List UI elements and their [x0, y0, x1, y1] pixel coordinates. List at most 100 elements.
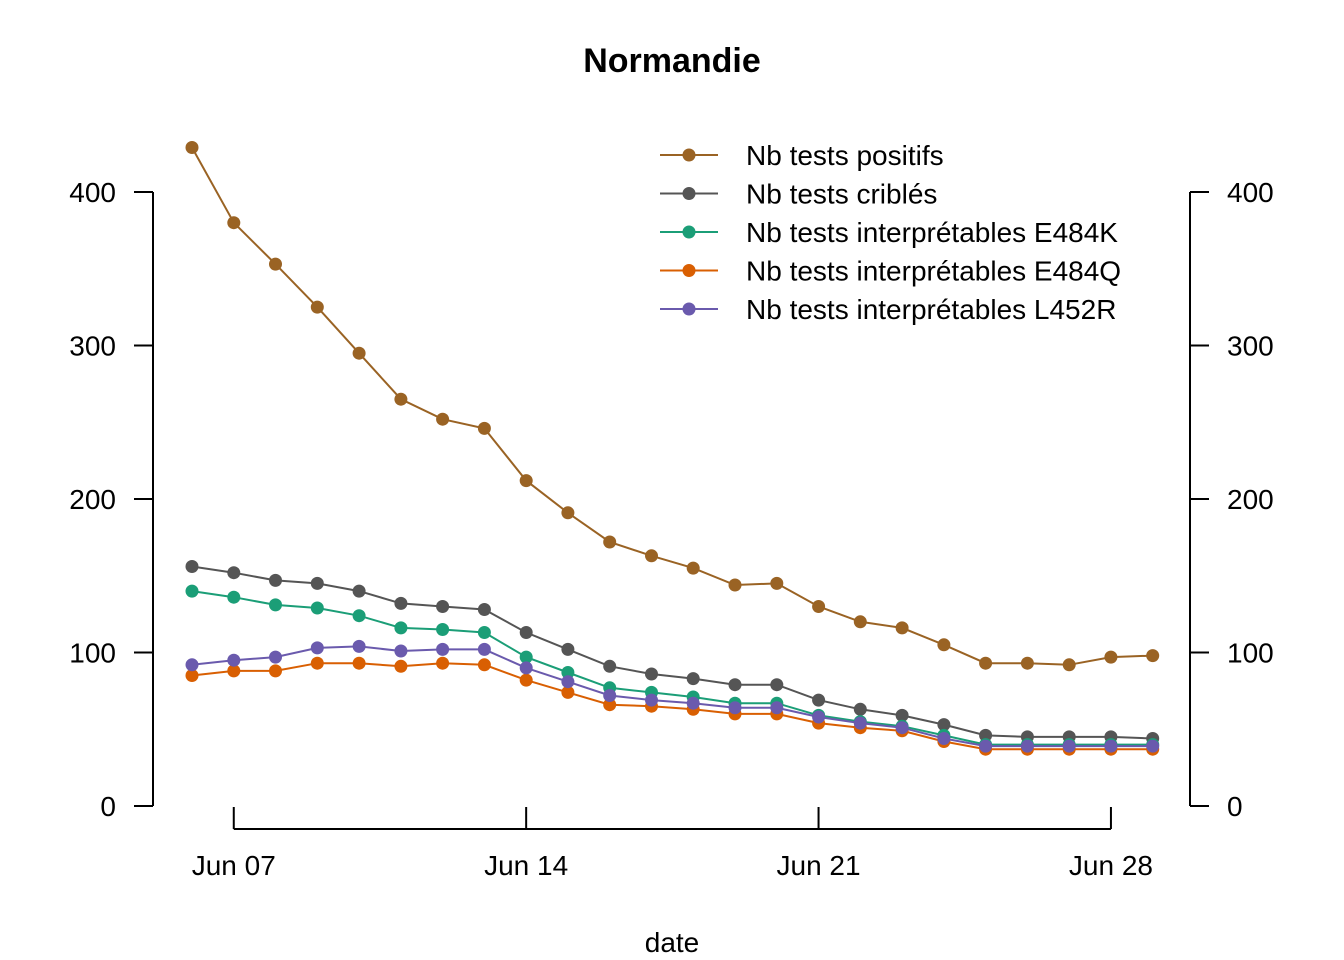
data-point	[686, 672, 700, 686]
data-point	[477, 421, 491, 435]
legend-marker	[682, 225, 696, 239]
data-point	[519, 661, 533, 675]
series-layer	[185, 141, 1160, 756]
left-y-tick-label: 100	[69, 638, 116, 669]
data-point	[310, 300, 324, 314]
legend-item: Nb tests criblés	[660, 179, 937, 210]
data-point	[519, 673, 533, 687]
data-point	[686, 561, 700, 575]
data-point	[477, 603, 491, 616]
legend-item: Nb tests interprétables E484K	[660, 217, 1118, 248]
data-point	[519, 474, 533, 488]
legend-item: Nb tests interprétables L452R	[660, 294, 1116, 325]
data-point	[185, 658, 199, 672]
data-point	[269, 257, 282, 271]
data-point	[1062, 739, 1076, 753]
legend-marker	[682, 187, 696, 200]
data-point	[352, 346, 366, 360]
data-point	[394, 621, 408, 635]
data-point	[1104, 739, 1118, 753]
data-point	[561, 666, 575, 679]
data-point	[1104, 650, 1118, 664]
data-point	[937, 638, 951, 652]
right-y-axis: 0 100 200 300 400	[1189, 177, 1274, 822]
right-y-tick-label: 0	[1227, 791, 1243, 822]
series-line	[191, 147, 1153, 666]
data-point	[394, 659, 408, 673]
data-point	[227, 590, 241, 604]
data-point	[645, 693, 658, 707]
legend-label: Nb tests interprétables E484Q	[746, 256, 1121, 287]
chart-title: Normandie	[583, 42, 761, 80]
data-point	[227, 216, 241, 230]
data-point	[185, 584, 199, 598]
legend-label: Nb tests positifs	[746, 140, 944, 171]
legend: Nb tests positifs Nb tests criblés Nb test…	[660, 140, 1121, 325]
data-point	[853, 702, 867, 716]
data-point	[770, 701, 784, 715]
right-y-tick-label: 300	[1227, 331, 1274, 362]
series-0	[185, 141, 1160, 672]
data-point	[227, 664, 241, 678]
left-y-tick-label: 0	[100, 791, 116, 822]
data-point	[686, 696, 700, 710]
data-point	[603, 698, 617, 712]
x-tick-label: Jun 28	[1069, 850, 1153, 881]
data-point	[436, 412, 450, 426]
data-point	[269, 650, 282, 664]
series-3	[185, 656, 1160, 756]
data-point	[1146, 739, 1160, 753]
right-y-tick-label: 100	[1227, 638, 1274, 669]
data-point	[352, 656, 366, 670]
data-point	[979, 656, 993, 670]
data-point	[352, 584, 366, 598]
data-point	[603, 535, 617, 549]
legend-item: Nb tests interprétables E484Q	[660, 256, 1121, 287]
legend-marker	[682, 302, 696, 316]
data-point	[394, 392, 408, 406]
legend-label: Nb tests interprétables E484K	[746, 217, 1118, 248]
data-point	[561, 675, 575, 689]
data-point	[603, 689, 617, 702]
data-point	[895, 708, 909, 722]
data-point	[436, 600, 450, 613]
data-point	[645, 667, 658, 681]
data-point	[310, 656, 324, 670]
data-point	[1062, 658, 1076, 672]
data-point	[394, 644, 408, 658]
data-point	[895, 721, 909, 735]
left-y-axis: 0 100 200 300 400	[69, 177, 154, 822]
data-point	[728, 678, 742, 692]
legend-marker	[682, 264, 696, 277]
data-point	[937, 718, 951, 732]
data-point	[227, 566, 241, 580]
data-point	[269, 573, 282, 587]
data-point	[603, 659, 617, 673]
data-point	[812, 693, 826, 707]
left-y-tick-label: 400	[69, 177, 116, 208]
series-line	[191, 590, 1153, 746]
data-point	[310, 601, 324, 615]
data-point	[310, 576, 324, 590]
x-tick-label: Jun 07	[192, 850, 276, 881]
data-point	[770, 576, 784, 590]
legend-item: Nb tests positifs	[660, 140, 944, 171]
data-point	[979, 739, 993, 753]
data-point	[645, 549, 658, 563]
data-point	[728, 578, 742, 592]
data-point	[269, 598, 282, 612]
data-point	[853, 615, 867, 629]
data-point	[477, 658, 491, 672]
data-point	[519, 650, 533, 664]
data-point	[561, 506, 575, 520]
data-point	[185, 669, 199, 682]
x-axis-label: date	[645, 927, 700, 958]
data-point	[812, 600, 826, 613]
series-1	[185, 560, 1160, 745]
data-point	[185, 560, 199, 573]
series-line	[191, 662, 1153, 751]
data-point	[770, 678, 784, 692]
data-point	[812, 710, 826, 724]
data-point	[436, 656, 450, 670]
